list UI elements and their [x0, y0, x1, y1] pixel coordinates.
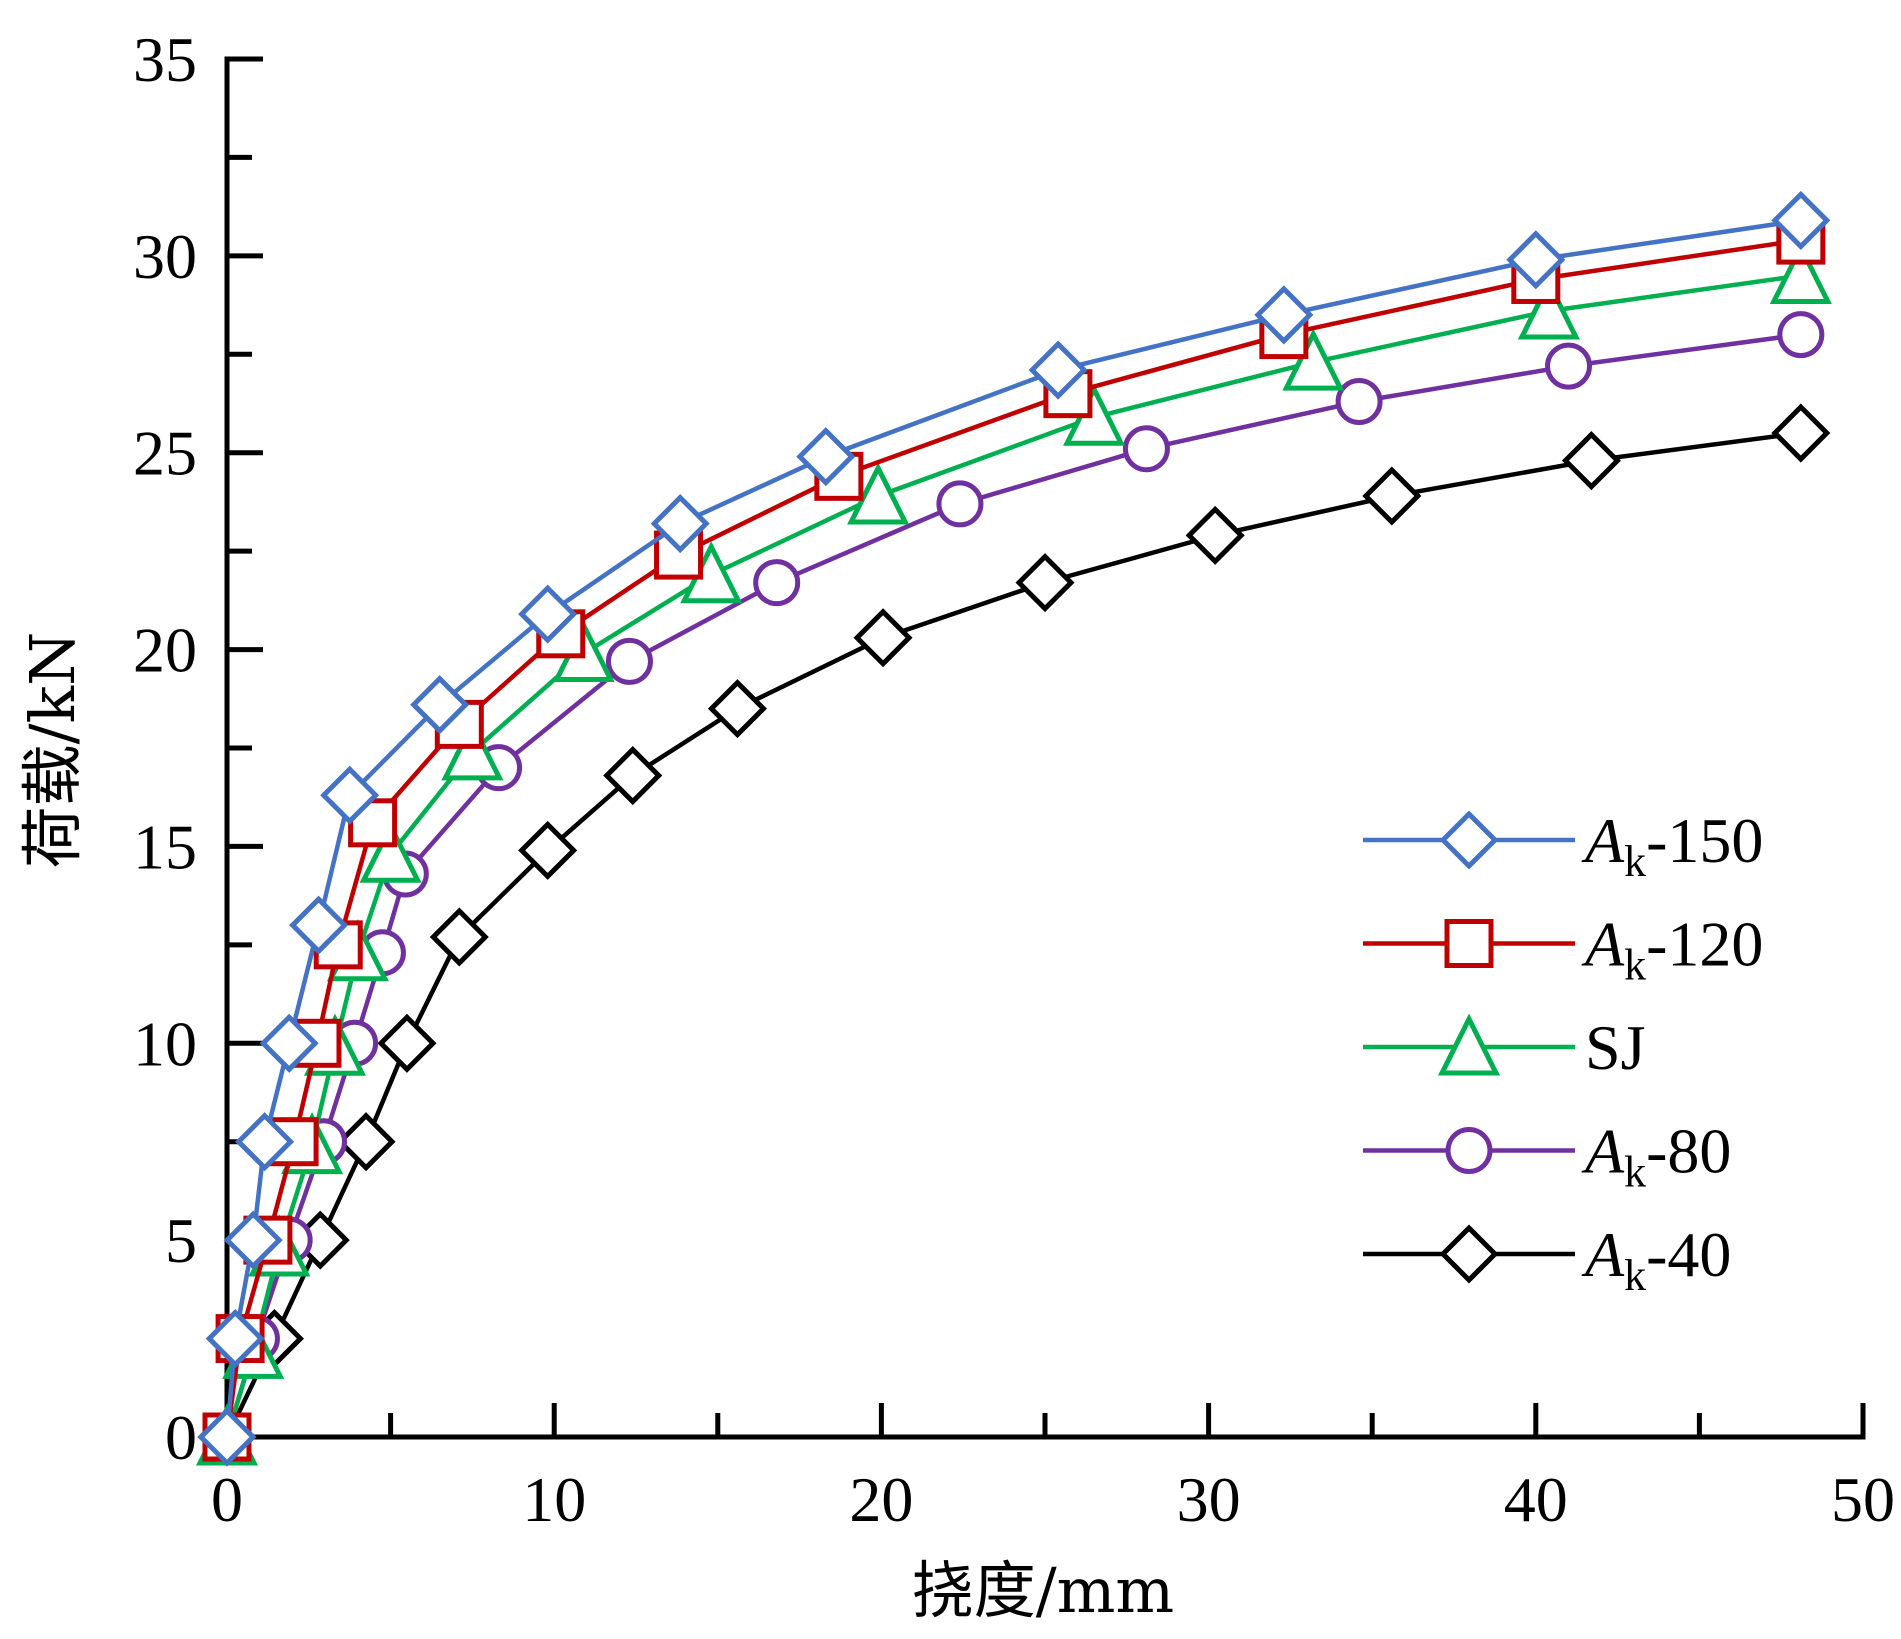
legend-label-main: A: [1581, 909, 1625, 980]
data-point-diamond: [1771, 403, 1831, 463]
legend-label-suffix: -120: [1646, 909, 1763, 980]
y-tick-label: 35: [133, 24, 197, 95]
data-point-diamond: [796, 427, 856, 487]
legend-item: Ak-80: [1363, 1116, 1731, 1197]
data-point-triangle: [847, 462, 910, 525]
legend-label-subscript: k: [1624, 1148, 1646, 1197]
data-point-diamond: [205, 1309, 265, 1369]
data-point-diamond: [223, 1210, 283, 1270]
data-point-diamond: [1015, 553, 1075, 613]
data-point-circle: [1335, 378, 1383, 426]
legend-label-suffix: -80: [1646, 1116, 1731, 1187]
x-tick-label: 10: [522, 1464, 586, 1535]
data-point-diamond: [707, 679, 767, 739]
y-tick-label: 20: [133, 615, 197, 686]
legend-label-subscript: k: [1624, 1251, 1646, 1300]
x-tick-label: 20: [849, 1464, 913, 1535]
data-point-circle: [1122, 425, 1170, 473]
legend-label-suffix: -40: [1646, 1219, 1731, 1290]
data-point-diamond: [1028, 340, 1088, 400]
legend-marker-triangle: [1437, 1013, 1501, 1076]
series-ak-150: [197, 190, 1831, 1467]
legend-label-main: SJ: [1585, 1012, 1646, 1083]
data-point-triangle: [441, 718, 504, 781]
y-tick-label: 5: [165, 1205, 197, 1276]
data-point-diamond: [518, 584, 578, 644]
x-axis-title: 挠度/mm: [912, 1554, 1174, 1627]
data-point-diamond: [377, 1013, 437, 1073]
data-point-diamond: [1185, 505, 1245, 565]
legend-label-suffix: -150: [1646, 805, 1763, 876]
y-tick-label: 15: [133, 811, 197, 882]
series-line: [224, 273, 1802, 1438]
data-point-diamond: [259, 1013, 319, 1073]
data-point-diamond: [1771, 190, 1831, 250]
data-point-triangle: [1769, 241, 1832, 305]
data-point-diamond: [235, 1112, 295, 1172]
legend-label: Ak-80: [1581, 1116, 1731, 1197]
series-ak-40: [197, 403, 1831, 1467]
y-tick-label: 0: [165, 1402, 197, 1473]
data-point-diamond: [336, 1112, 396, 1172]
data-point-diamond: [410, 675, 470, 735]
data-point-diamond: [289, 895, 349, 955]
legend-marker-circle: [1445, 1127, 1493, 1174]
data-point-diamond: [650, 494, 710, 554]
data-point-diamond: [197, 1407, 257, 1467]
data-point-diamond: [320, 765, 380, 825]
legend-item: SJ: [1363, 1012, 1646, 1083]
legend-label: SJ: [1585, 1012, 1646, 1083]
data-point-triangle: [359, 820, 422, 883]
legend-item: Ak-120: [1363, 909, 1763, 990]
y-tick-label: 25: [133, 418, 197, 489]
data-point-diamond: [1561, 431, 1621, 491]
data-point-triangle: [1282, 328, 1345, 391]
data-point-diamond: [853, 608, 913, 668]
axes: 0 10 20 30 40 50 0 5 10 15 20 25 30 35: [133, 24, 1895, 1535]
legend-marker-diamond: [1439, 1224, 1499, 1284]
data-point-diamond: [1362, 466, 1422, 526]
data-point-diamond: [1506, 230, 1566, 290]
y-tick-label: 10: [133, 1008, 197, 1079]
x-tick-label: 30: [1177, 1464, 1241, 1535]
data-point-diamond: [429, 907, 489, 967]
legend-label: Ak-120: [1581, 909, 1763, 990]
legend-label-main: A: [1581, 1116, 1625, 1187]
data-point-circle: [753, 559, 801, 607]
legend-label-main: A: [1581, 805, 1625, 876]
data-point-triangle: [1517, 277, 1580, 340]
data-point-diamond: [603, 746, 663, 806]
x-tick-label: 0: [211, 1464, 243, 1535]
series-layer: [195, 190, 1832, 1467]
legend-label-main: A: [1581, 1219, 1625, 1290]
series-ak-120: [202, 215, 1826, 1462]
data-point-circle: [1545, 342, 1593, 390]
data-point-diamond: [1254, 285, 1314, 345]
legend-marker-diamond: [1439, 810, 1499, 870]
legend-label-subscript: k: [1624, 837, 1646, 886]
y-axis-title: 荷载/kN: [16, 632, 89, 869]
data-point-circle: [605, 637, 653, 685]
legend-item: Ak-40: [1363, 1219, 1731, 1300]
data-point-circle: [936, 480, 984, 528]
x-tick-label: 50: [1831, 1464, 1895, 1535]
legend-marker-square: [1444, 919, 1494, 968]
legend-label: Ak-150: [1581, 805, 1763, 886]
legend-label-subscript: k: [1624, 941, 1646, 990]
legend-item: Ak-150: [1363, 805, 1763, 886]
x-tick-label: 40: [1504, 1464, 1568, 1535]
series-line: [224, 332, 1802, 1438]
series-ak-80: [203, 311, 1825, 1461]
y-tick-label: 30: [133, 221, 197, 292]
legend-label: Ak-40: [1581, 1219, 1731, 1300]
data-point-diamond: [518, 820, 578, 880]
data-point-circle: [1777, 311, 1825, 359]
series-sj: [195, 241, 1832, 1466]
